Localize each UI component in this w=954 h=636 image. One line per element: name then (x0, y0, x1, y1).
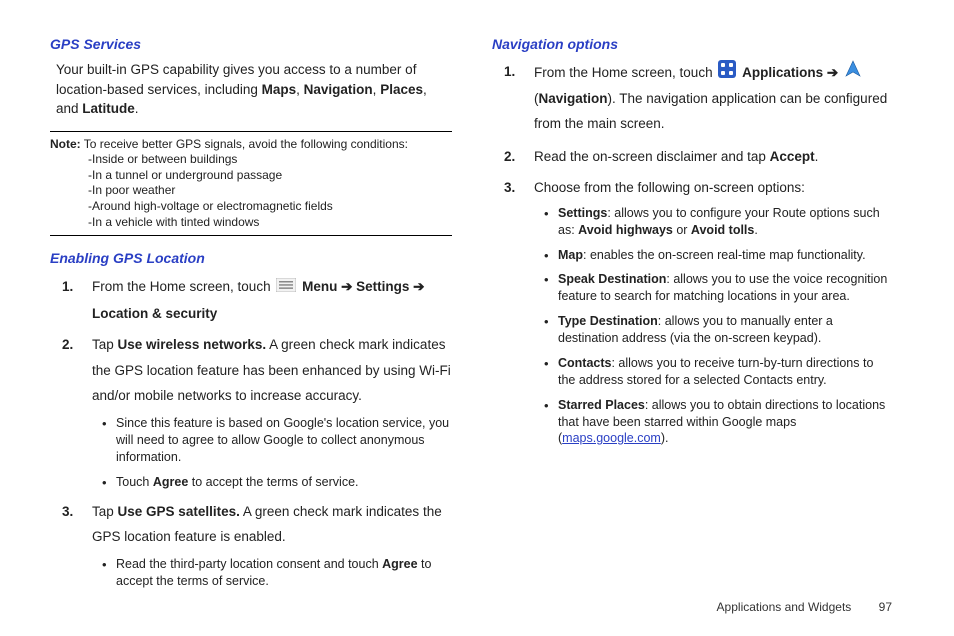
page-number: 97 (879, 600, 892, 614)
text: Read the on-screen disclaimer and tap (534, 149, 770, 164)
navigation-options-header: Navigation options (492, 36, 894, 52)
enabling-gps-header: Enabling GPS Location (50, 250, 452, 266)
note-item: -In poor weather (88, 183, 452, 199)
enabling-steps: From the Home screen, touch Menu ➔ Setti… (50, 274, 452, 589)
navigation-label: Navigation (539, 91, 608, 106)
sub-item: Since this feature is based on Google's … (106, 415, 452, 466)
label: Map (558, 248, 583, 262)
places-label: Places (380, 82, 423, 97)
menu-icon (276, 275, 296, 301)
text: Since this feature is based on Google's … (116, 416, 449, 464)
navigation-arrow-icon (844, 60, 862, 87)
location-security-label: Location & security (92, 306, 217, 321)
label: Type Destination (558, 314, 658, 328)
note-lead: To receive better GPS signals, avoid the… (81, 137, 408, 151)
agree-label: Agree (382, 557, 417, 571)
label: Speak Destination (558, 272, 666, 286)
avoid-highways-label: Avoid highways (578, 223, 673, 237)
avoid-tolls-label: Avoid tolls (691, 223, 754, 237)
text: Choose from the following on-screen opti… (534, 180, 805, 195)
text: . (754, 223, 757, 237)
option-contacts: Contacts: allows you to receive turn-by-… (548, 355, 894, 389)
option-speak: Speak Destination: allows you to use the… (548, 271, 894, 305)
step-3: Tap Use GPS satellites. A green check ma… (84, 499, 452, 590)
maps-google-link[interactable]: maps.google.com (562, 431, 661, 445)
text: Tap (92, 337, 118, 352)
step-3-sublist: Read the third-party location consent an… (92, 556, 452, 590)
note-item: -Around high-voltage or electromagnetic … (88, 199, 452, 215)
arrow-icon: ➔ (413, 279, 424, 294)
menu-label: Menu (302, 279, 341, 294)
option-type: Type Destination: allows you to manually… (548, 313, 894, 347)
sub-item: Read the third-party location consent an… (106, 556, 452, 590)
text: : enables the on-screen real-time map fu… (583, 248, 866, 262)
options-list: Settings: allows you to configure your R… (534, 205, 894, 448)
text: Tap (92, 504, 118, 519)
page-columns: GPS Services Your built-in GPS capabilit… (50, 36, 894, 586)
note-label: Note: (50, 137, 81, 151)
step-1: From the Home screen, touch Applications… (526, 60, 894, 137)
text: ). (661, 431, 669, 445)
arrow-icon: ➔ (827, 65, 838, 80)
note-item: -In a vehicle with tinted windows (88, 215, 452, 231)
step-2-sublist: Since this feature is based on Google's … (92, 415, 452, 491)
text: . (815, 149, 819, 164)
navigation-steps: From the Home screen, touch Applications… (492, 60, 894, 447)
text: From the Home screen, touch (92, 279, 274, 294)
label: Settings (558, 206, 607, 220)
note-item: -In a tunnel or underground passage (88, 168, 452, 184)
step-1: From the Home screen, touch Menu ➔ Setti… (84, 274, 452, 326)
use-wireless-label: Use wireless networks. (118, 337, 267, 352)
option-starred: Starred Places: allows you to obtain dir… (548, 397, 894, 448)
note-item: -Inside or between buildings (88, 152, 452, 168)
text: From the Home screen, touch (534, 65, 716, 80)
sub-item: Touch Agree to accept the terms of servi… (106, 474, 452, 491)
right-column: Navigation options From the Home screen,… (492, 36, 894, 586)
settings-label: Settings (352, 279, 413, 294)
applications-label: Applications (742, 65, 827, 80)
navigation-label: Navigation (304, 82, 373, 97)
footer-section: Applications and Widgets (717, 600, 852, 614)
step-2: Tap Use wireless networks. A green check… (84, 332, 452, 490)
label: Contacts (558, 356, 611, 370)
latitude-label: Latitude (82, 101, 135, 116)
accept-label: Accept (770, 149, 815, 164)
text: , (296, 82, 304, 97)
note-box: Note: To receive better GPS signals, avo… (50, 131, 452, 237)
gps-intro: Your built-in GPS capability gives you a… (50, 60, 452, 119)
use-gps-label: Use GPS satellites. (118, 504, 240, 519)
arrow-icon: ➔ (341, 279, 352, 294)
text: Read the third-party location consent an… (116, 557, 382, 571)
left-column: GPS Services Your built-in GPS capabilit… (50, 36, 452, 586)
text: Touch (116, 475, 153, 489)
step-2: Read the on-screen disclaimer and tap Ac… (526, 147, 894, 168)
option-map: Map: enables the on-screen real-time map… (548, 247, 894, 264)
note-items: -Inside or between buildings -In a tunne… (50, 152, 452, 230)
applications-icon (718, 60, 736, 87)
gps-services-header: GPS Services (50, 36, 452, 52)
text: to accept the terms of service. (188, 475, 358, 489)
step-3: Choose from the following on-screen opti… (526, 178, 894, 447)
agree-label: Agree (153, 475, 188, 489)
maps-label: Maps (262, 82, 297, 97)
label: Starred Places (558, 398, 645, 412)
text: . (135, 101, 139, 116)
option-settings: Settings: allows you to configure your R… (548, 205, 894, 239)
page-footer: Applications and Widgets 97 (717, 600, 892, 614)
text: or (673, 223, 691, 237)
